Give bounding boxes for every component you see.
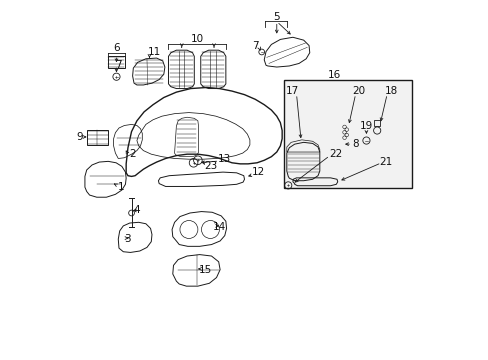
Text: 11: 11 (147, 46, 161, 57)
Bar (86, 130, 108, 145)
Text: 5: 5 (272, 12, 279, 22)
Text: 16: 16 (327, 70, 340, 80)
Text: 14: 14 (212, 222, 225, 231)
Bar (373, 121, 379, 126)
Text: 13: 13 (218, 154, 231, 164)
Text: 22: 22 (328, 149, 342, 159)
Text: 23: 23 (203, 161, 217, 171)
Bar (284, 80, 411, 188)
Text: 1: 1 (117, 182, 124, 192)
Text: 9: 9 (76, 132, 82, 142)
Text: 15: 15 (198, 265, 211, 275)
Text: 8: 8 (352, 139, 358, 149)
Text: 17: 17 (285, 86, 299, 96)
Text: 21: 21 (379, 157, 392, 167)
Text: 7: 7 (251, 41, 258, 50)
Text: 12: 12 (252, 167, 265, 177)
Bar (107, 55, 124, 68)
Text: 18: 18 (384, 86, 397, 96)
Text: 2: 2 (129, 149, 136, 159)
Text: 20: 20 (352, 86, 365, 96)
Text: 7: 7 (115, 60, 122, 70)
Text: 10: 10 (190, 35, 203, 44)
Text: 19: 19 (359, 121, 372, 131)
Text: 3: 3 (124, 234, 131, 244)
Text: 4: 4 (133, 206, 140, 216)
Text: 6: 6 (113, 43, 120, 53)
